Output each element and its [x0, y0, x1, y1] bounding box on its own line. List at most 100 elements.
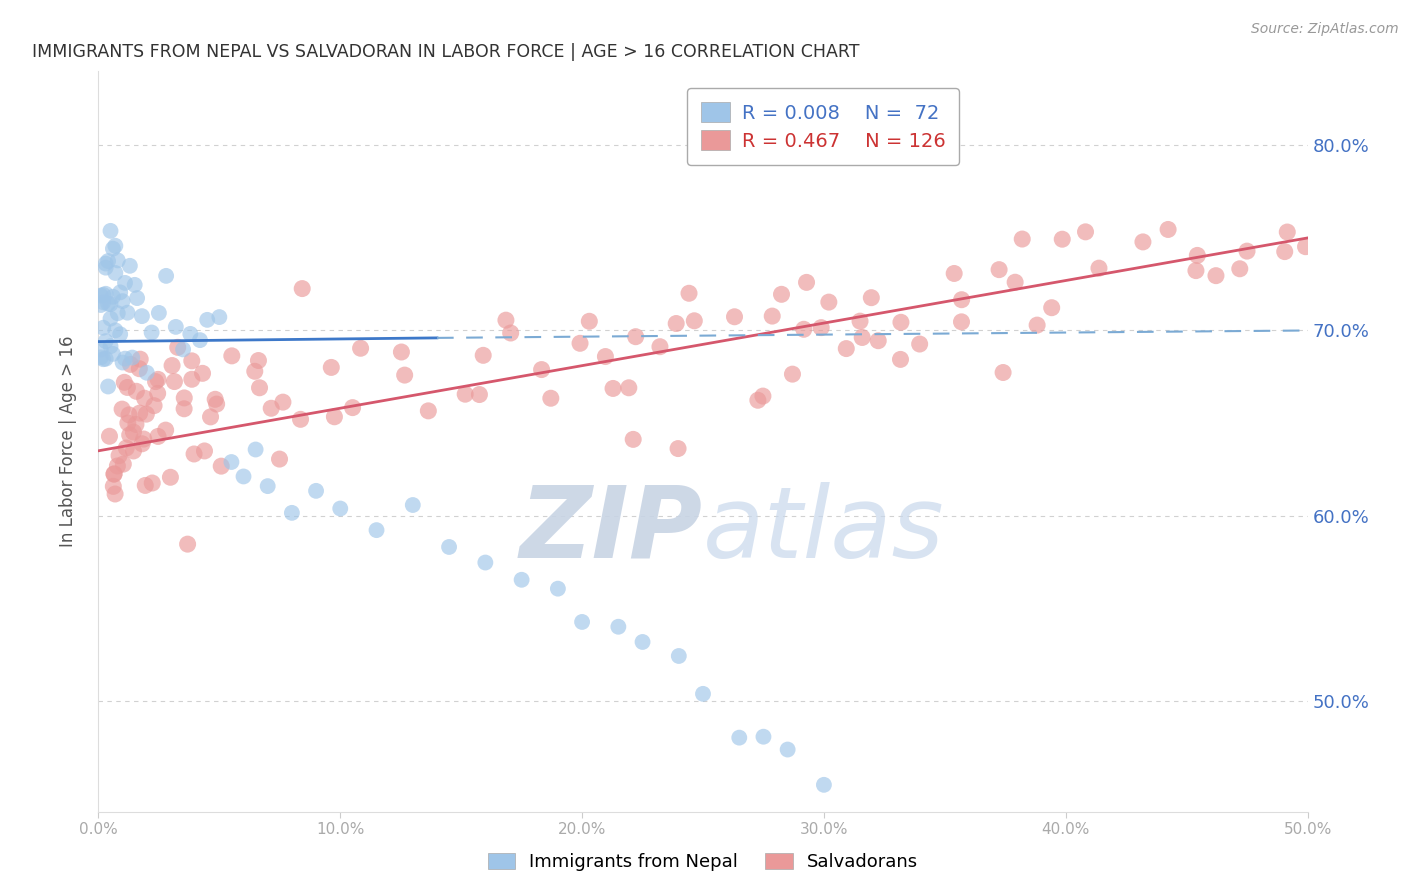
Point [1187, 248, 1209, 262]
Point [578, 314, 600, 328]
Point [131, 309, 153, 323]
Point [1277, 225, 1299, 239]
Point [125, 417, 148, 432]
Point [1229, 261, 1251, 276]
Point [530, 362, 553, 376]
Point [747, 393, 769, 408]
Point [128, 406, 150, 420]
Point [193, 444, 215, 458]
Point [104, 487, 127, 501]
Point [125, 384, 148, 399]
Point [114, 351, 136, 366]
Point [122, 444, 145, 458]
Text: IMMIGRANTS FROM NEPAL VS SALVADORAN IN LABOR FORCE | AGE > 16 CORRELATION CHART: IMMIGRANTS FROM NEPAL VS SALVADORAN IN L… [32, 44, 859, 62]
Point [90, 343, 112, 357]
Point [160, 359, 183, 373]
Point [849, 314, 872, 328]
Point [91, 288, 114, 302]
Point [200, 409, 222, 424]
Point [818, 295, 841, 310]
Point [146, 372, 169, 386]
Point [776, 742, 799, 756]
Point [770, 287, 793, 301]
Point [474, 556, 496, 570]
Point [111, 294, 134, 309]
Point [120, 358, 142, 372]
Text: atlas: atlas [703, 482, 945, 579]
Point [1236, 244, 1258, 259]
Point [571, 615, 593, 629]
Point [943, 267, 966, 281]
Point [118, 428, 141, 442]
Point [305, 483, 328, 498]
Point [683, 314, 706, 328]
Point [1185, 263, 1208, 277]
Point [950, 315, 973, 329]
Point [104, 323, 127, 337]
Point [1088, 261, 1111, 276]
Point [991, 366, 1014, 380]
Point [165, 319, 187, 334]
Point [890, 315, 912, 329]
Point [101, 242, 124, 256]
Point [329, 501, 352, 516]
Point [91, 352, 114, 367]
Point [908, 337, 931, 351]
Point [97, 297, 120, 311]
Text: ZIP: ZIP [520, 482, 703, 579]
Point [155, 423, 177, 437]
Point [678, 286, 700, 301]
Point [342, 401, 364, 415]
Point [97, 254, 120, 268]
Point [468, 387, 491, 401]
Point [111, 402, 134, 417]
Point [90, 288, 112, 302]
Point [104, 239, 127, 253]
Point [124, 277, 146, 292]
Point [1026, 318, 1049, 332]
Point [950, 293, 973, 307]
Point [183, 447, 205, 461]
Point [94, 334, 117, 348]
Point [163, 375, 186, 389]
Point [134, 391, 156, 405]
Point [323, 409, 346, 424]
Point [1004, 275, 1026, 289]
Point [115, 441, 138, 455]
Point [143, 399, 166, 413]
Point [94, 286, 117, 301]
Point [595, 350, 617, 364]
Point [127, 291, 149, 305]
Point [1157, 222, 1180, 236]
Point [796, 276, 818, 290]
Point [668, 648, 690, 663]
Point [118, 259, 141, 273]
Point [249, 381, 271, 395]
Point [108, 449, 131, 463]
Point [132, 432, 155, 446]
Point [191, 367, 214, 381]
Point [271, 395, 294, 409]
Point [418, 404, 440, 418]
Point [155, 268, 177, 283]
Point [851, 330, 873, 344]
Point [665, 317, 688, 331]
Point [437, 540, 460, 554]
Point [291, 282, 314, 296]
Point [100, 297, 122, 311]
Point [159, 470, 181, 484]
Point [205, 397, 228, 411]
Point [472, 348, 495, 362]
Point [621, 433, 644, 447]
Point [134, 478, 156, 492]
Point [290, 412, 312, 426]
Point [173, 401, 195, 416]
Point [128, 361, 150, 376]
Point [108, 327, 131, 342]
Point [495, 313, 517, 327]
Point [112, 457, 135, 471]
Point [173, 391, 195, 405]
Point [728, 731, 751, 745]
Point [1040, 301, 1063, 315]
Point [90, 298, 112, 312]
